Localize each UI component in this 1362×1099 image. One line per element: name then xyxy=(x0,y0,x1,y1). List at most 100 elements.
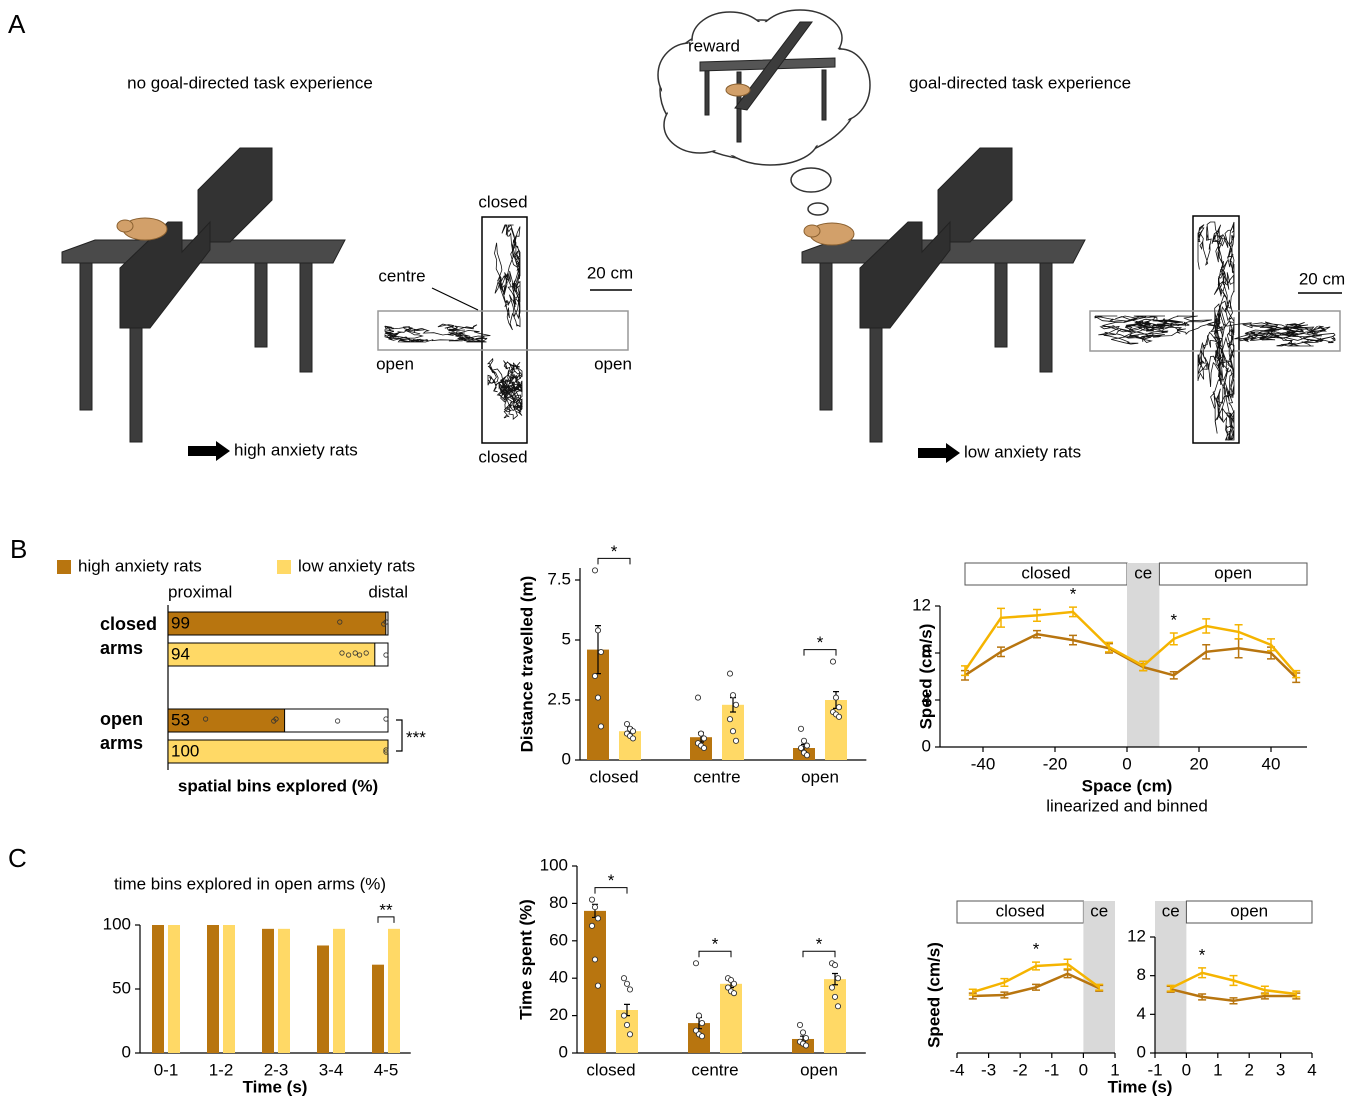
value-label: 53 xyxy=(171,710,190,729)
chart-title: time bins explored in open arms (%) xyxy=(114,874,386,893)
data-point xyxy=(624,1022,629,1027)
figure: A B C no goal-directed task experience c… xyxy=(0,0,1362,1099)
x-tick-label: 0 xyxy=(1079,1060,1088,1079)
data-point xyxy=(835,1004,840,1009)
x-tick-label: 4 xyxy=(1307,1060,1316,1079)
bar xyxy=(207,925,219,1053)
panel-label: A xyxy=(8,9,26,39)
y-tick-label: 60 xyxy=(549,930,568,949)
y-axis-label: Speed (cm/s) xyxy=(916,624,935,730)
data-point xyxy=(733,702,738,707)
significance-label: * xyxy=(608,871,615,890)
data-point xyxy=(829,985,834,990)
x-tick-label: 3-4 xyxy=(319,1060,344,1079)
bar xyxy=(584,911,606,1053)
x-tick-label: 0-1 xyxy=(154,1060,179,1079)
bar xyxy=(278,929,290,1053)
legend-swatch xyxy=(57,560,71,574)
data-point xyxy=(624,721,629,726)
significance-label: * xyxy=(1170,611,1177,630)
data-point xyxy=(730,693,735,698)
data-point xyxy=(832,994,837,999)
data-point xyxy=(804,743,809,748)
significance-bracket xyxy=(396,720,402,751)
x-tick-label: 1 xyxy=(1213,1060,1222,1079)
y-tick-label: 7.5 xyxy=(547,569,571,588)
x-axis-label: Time (s) xyxy=(1108,1077,1173,1096)
data-point xyxy=(800,1030,805,1035)
bar xyxy=(824,979,846,1053)
data-point xyxy=(801,738,806,743)
data-point xyxy=(624,981,629,986)
data-point xyxy=(630,736,635,741)
bar xyxy=(388,929,400,1053)
data-point xyxy=(627,1032,632,1037)
x-tick-label: -20 xyxy=(1043,754,1068,773)
axis-end-label: proximal xyxy=(168,582,232,601)
region-label: open xyxy=(1214,563,1252,582)
data-point xyxy=(804,753,809,758)
significance-label: * xyxy=(817,633,824,652)
bar xyxy=(168,740,388,763)
significance-label: * xyxy=(1199,945,1206,964)
data-point xyxy=(621,976,626,981)
y-tick-label: 80 xyxy=(549,893,568,912)
data-point xyxy=(730,729,735,734)
x-tick-label: centre xyxy=(693,767,740,786)
data-point xyxy=(592,568,597,573)
significance-label: * xyxy=(1033,940,1040,959)
x-tick-label: -2 xyxy=(1013,1060,1028,1079)
data-point xyxy=(731,991,736,996)
y-axis-label: Distance travelled (m) xyxy=(517,576,536,753)
significance-label: ** xyxy=(379,900,393,919)
maze-label: closed xyxy=(478,192,527,211)
y-tick-label: 0 xyxy=(562,749,571,768)
bar xyxy=(616,1010,638,1053)
y-tick-label: 12 xyxy=(1127,926,1146,945)
data-point xyxy=(592,957,597,962)
x-tick-label: 40 xyxy=(1262,754,1281,773)
maze-label: open xyxy=(376,354,414,373)
significance-label: * xyxy=(712,935,719,954)
legend-label: high anxiety rats xyxy=(78,556,202,575)
x-tick-label: -3 xyxy=(981,1060,996,1079)
data-point xyxy=(701,736,706,741)
data-point xyxy=(835,976,840,981)
data-point xyxy=(727,717,732,722)
significance-label: * xyxy=(611,542,618,561)
trace-path xyxy=(385,324,490,342)
data-point xyxy=(627,987,632,992)
bar xyxy=(152,925,164,1053)
y-tick-label: 0 xyxy=(559,1042,568,1061)
x-tick-label: -4 xyxy=(949,1060,964,1079)
x-axis-label: spatial bins explored (%) xyxy=(178,776,378,795)
y-tick-label: 100 xyxy=(103,914,131,933)
thought-label: reward xyxy=(688,36,740,55)
bar xyxy=(372,965,384,1053)
data-point xyxy=(830,659,835,664)
axis-end-label: distal xyxy=(368,582,408,601)
y-tick-label: 20 xyxy=(549,1005,568,1024)
significance-label: * xyxy=(816,935,823,954)
bar xyxy=(168,612,386,635)
maze-illustration xyxy=(62,148,345,442)
data-point xyxy=(598,724,603,729)
y-tick-label: 0 xyxy=(1137,1042,1146,1061)
bar xyxy=(333,929,345,1053)
figure-canvas: A B C no goal-directed task experience c… xyxy=(0,0,1362,1099)
data-point xyxy=(701,745,706,750)
trace-path xyxy=(495,225,521,330)
scale-bar-label: 20 cm xyxy=(587,263,633,282)
x-tick-label: 4-5 xyxy=(374,1060,399,1079)
shaded-region xyxy=(1155,901,1186,1053)
bar xyxy=(317,945,329,1053)
y-tick-label: 4 xyxy=(1137,1004,1146,1023)
axis-subtitle: linearized and binned xyxy=(1046,796,1208,815)
data-point xyxy=(621,1013,626,1018)
y-tick-label: 5 xyxy=(562,629,571,648)
maze-label: centre xyxy=(378,266,425,285)
x-tick-label: centre xyxy=(691,1060,738,1079)
x-tick-label: -1 xyxy=(1044,1060,1059,1079)
x-tick-label: open xyxy=(800,1060,838,1079)
trace xyxy=(1095,222,1335,440)
